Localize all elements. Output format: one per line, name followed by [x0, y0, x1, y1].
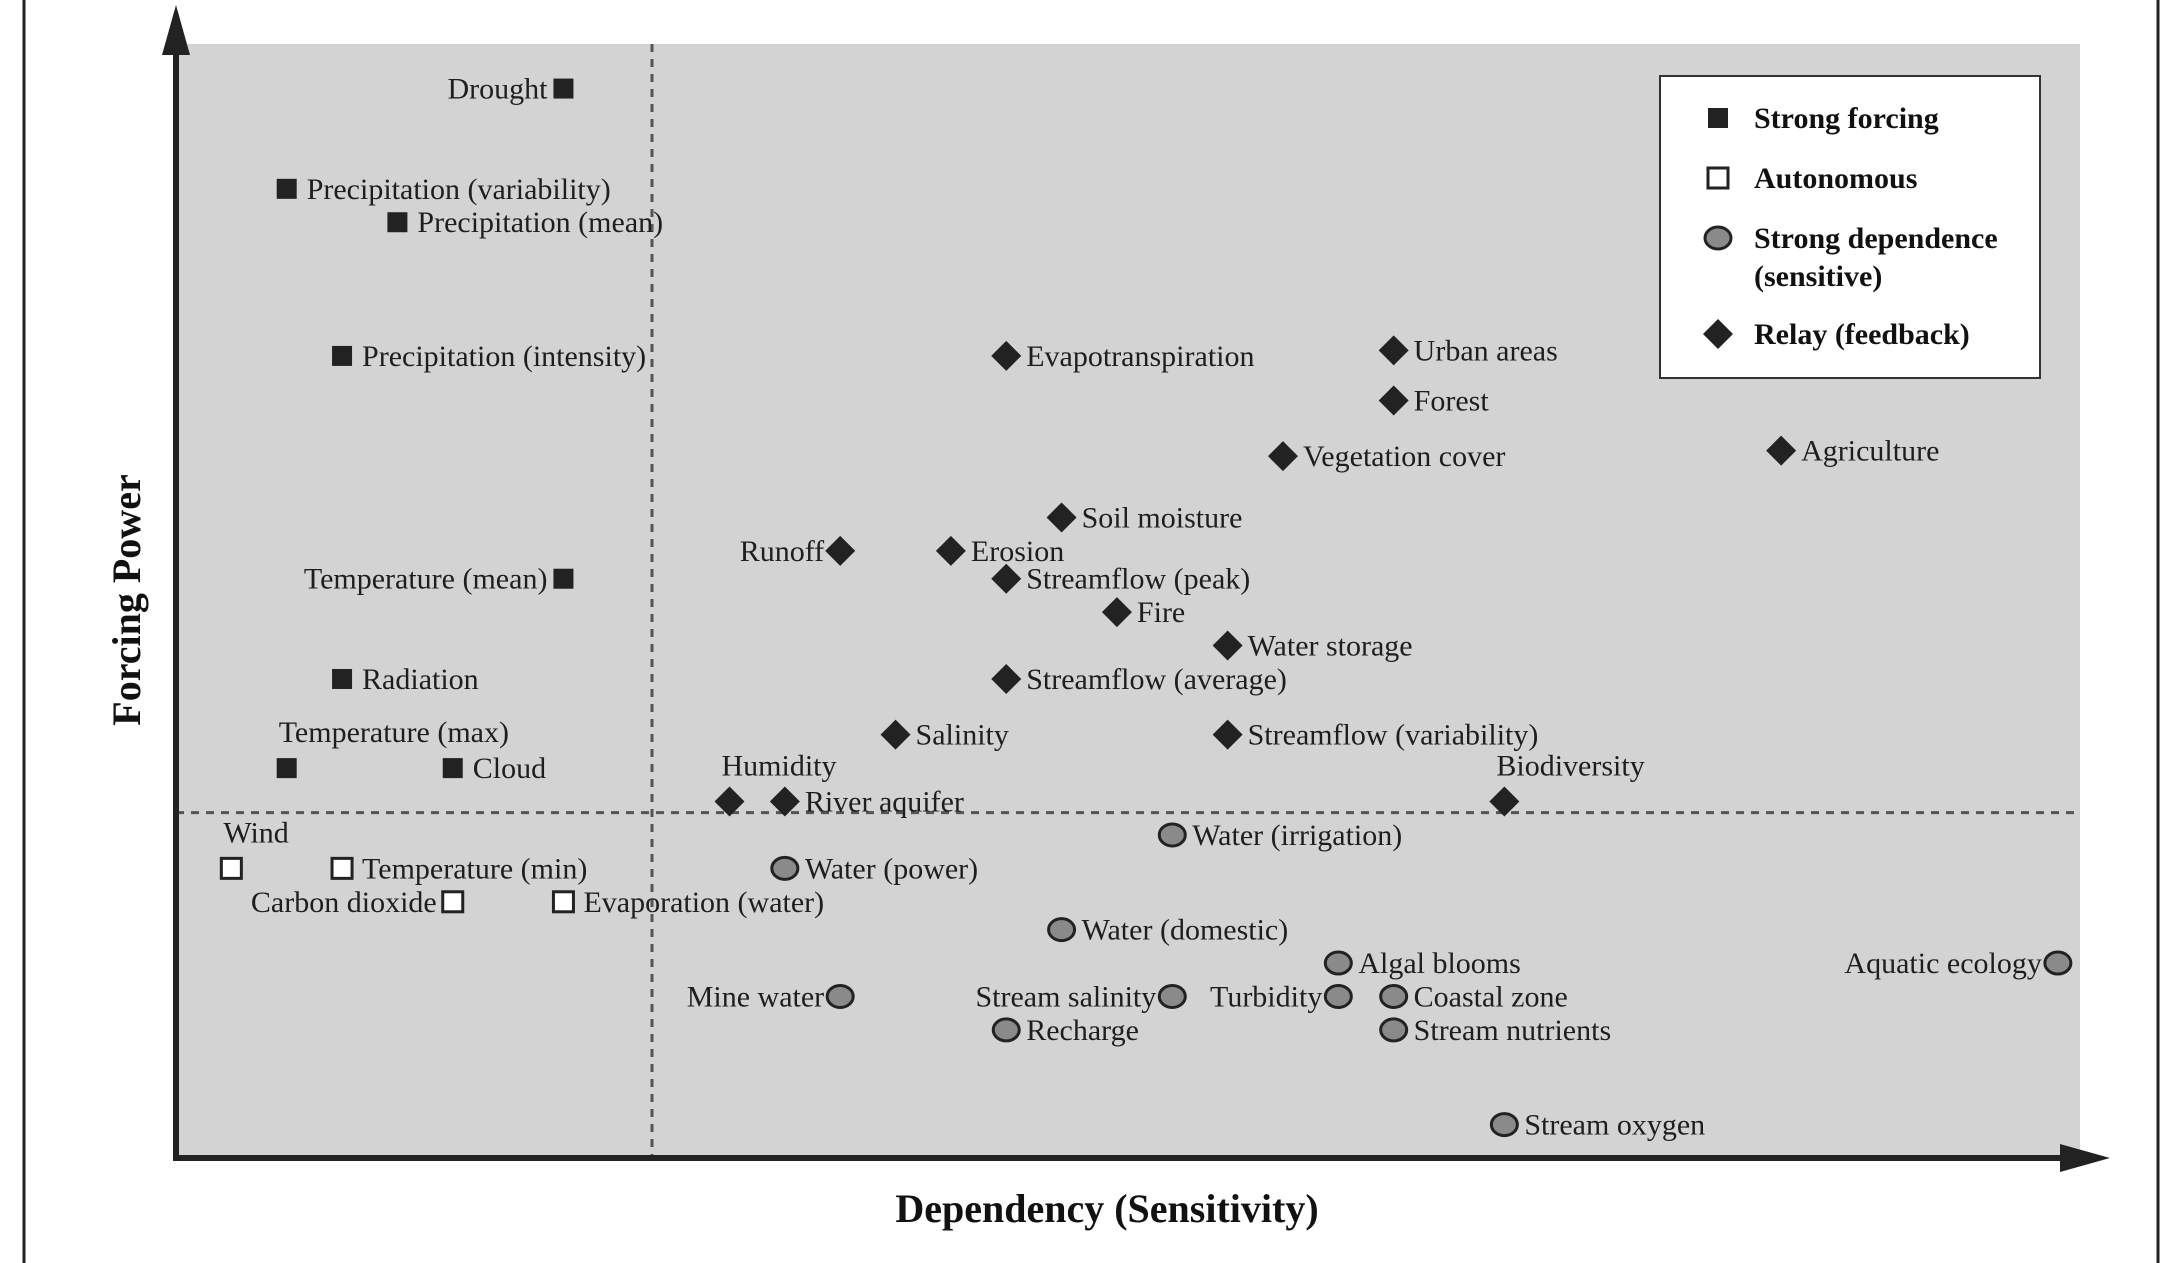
point-soil-moisture — [1046, 502, 1077, 533]
point-streamflow-average — [991, 663, 1022, 694]
point-label-precipitation-intensity: Precipitation (intensity) — [362, 340, 646, 373]
x-axis-arrowhead — [2060, 1144, 2110, 1172]
point-water-domestic — [1047, 917, 1077, 943]
point-streamflow-peak — [991, 563, 1022, 594]
point-forest — [1378, 385, 1409, 416]
point-label-coastal-zone: Coastal zone — [1414, 980, 1568, 1013]
point-label-recharge: Recharge — [1026, 1014, 1139, 1047]
point-label-water-storage: Water storage — [1248, 630, 1413, 663]
legend-label-strong-forcing: Strong forcing — [1754, 102, 1939, 135]
point-label-aquatic-ecology: Aquatic ecology — [1844, 947, 2041, 980]
point-label-fire: Fire — [1137, 596, 1185, 629]
point-water-irrigation — [1157, 822, 1187, 848]
point-river-aquifer — [769, 786, 800, 817]
point-label-erosion: Erosion — [971, 535, 1064, 568]
point-agriculture — [1766, 435, 1797, 466]
point-stream-oxygen — [1489, 1112, 1519, 1138]
legend-label-autonomous: Autonomous — [1754, 162, 1917, 195]
point-label-water-power: Water (power) — [805, 852, 978, 885]
point-cloud — [442, 758, 463, 779]
point-wind — [219, 856, 243, 880]
point-radiation — [332, 668, 353, 689]
point-temperature-min — [330, 856, 354, 880]
point-water-power — [770, 855, 800, 881]
point-carbon-dioxide — [441, 890, 465, 914]
point-label-streamflow-average: Streamflow (average) — [1026, 663, 1287, 696]
point-algal-blooms — [1323, 950, 1353, 976]
point-label-streamflow-peak: Streamflow (peak) — [1026, 563, 1250, 596]
point-erosion — [935, 535, 966, 566]
point-vegetation-cover — [1267, 441, 1298, 472]
point-label-agriculture: Agriculture — [1801, 435, 1939, 468]
point-label-drought: Drought — [447, 73, 548, 106]
point-stream-salinity — [1157, 983, 1187, 1009]
point-recharge — [991, 1017, 1021, 1043]
point-label-cloud: Cloud — [473, 752, 546, 785]
point-drought — [553, 78, 574, 99]
legend-label-relay: Relay (feedback) — [1754, 318, 1970, 351]
point-urban-areas — [1378, 335, 1409, 366]
point-label-vegetation-cover: Vegetation cover — [1303, 440, 1505, 473]
point-label-salinity: Salinity — [916, 719, 1009, 752]
legend: Strong forcing Autonomous Strong dependenc… — [1659, 75, 2041, 379]
point-fire — [1101, 597, 1132, 628]
point-label-water-irrigation: Water (irrigation) — [1192, 819, 1402, 852]
point-runoff — [825, 535, 856, 566]
point-label-mine-water: Mine water — [687, 980, 824, 1013]
point-label-stream-salinity: Stream salinity — [975, 980, 1156, 1013]
point-label-water-domestic: Water (domestic) — [1082, 914, 1289, 947]
point-label-precipitation-mean: Precipitation (mean) — [417, 206, 663, 239]
point-label-evapotranspiration: Evapotranspiration — [1026, 340, 1254, 373]
point-label-wind: Wind — [223, 816, 288, 849]
legend-marker-autonomous — [1706, 166, 1730, 190]
point-label-humidity: Humidity — [721, 750, 836, 783]
point-label-carbon-dioxide: Carbon dioxide — [251, 886, 437, 919]
legend-label-strong-dependence: Strong dependence — [1754, 222, 1998, 255]
point-label-forest: Forest — [1414, 384, 1490, 417]
y-axis-arrowhead — [162, 5, 190, 55]
legend-marker-strong-forcing — [1708, 108, 1728, 128]
point-label-stream-nutrients: Stream nutrients — [1414, 1014, 1611, 1047]
point-label-algal-blooms: Algal blooms — [1358, 947, 1521, 980]
point-precipitation-variability — [276, 178, 297, 199]
point-label-runoff: Runoff — [740, 535, 824, 568]
point-evaporation-water — [551, 890, 575, 914]
point-aquatic-ecology — [2043, 950, 2073, 976]
point-label-river-aquifer: River aquifer — [805, 786, 964, 819]
point-precipitation-intensity — [332, 345, 353, 366]
x-axis-title: Dependency (Sensitivity) — [895, 1186, 1318, 1231]
point-turbidity — [1323, 983, 1353, 1009]
point-label-precipitation-variability: Precipitation (variability) — [307, 173, 611, 206]
point-label-turbidity: Turbidity — [1210, 980, 1322, 1013]
point-biodiversity — [1489, 786, 1520, 817]
point-streamflow-variability — [1212, 719, 1243, 750]
point-temperature-mean — [553, 568, 574, 589]
point-label-temperature-max: Temperature (max) — [279, 716, 509, 749]
point-label-urban-areas: Urban areas — [1414, 334, 1558, 367]
point-coastal-zone — [1379, 983, 1409, 1009]
point-temperature-max — [276, 758, 297, 779]
point-evapotranspiration — [991, 340, 1022, 371]
point-label-streamflow-variability: Streamflow (variability) — [1248, 719, 1539, 752]
point-label-biodiversity: Biodiversity — [1496, 750, 1644, 783]
legend-label-strong-dependence-line2: (sensitive) — [1754, 260, 1882, 293]
point-precipitation-mean — [387, 212, 408, 233]
legend-marker-strong-dependence — [1703, 225, 1733, 251]
point-mine-water — [825, 983, 855, 1009]
point-label-stream-oxygen: Stream oxygen — [1524, 1109, 1705, 1142]
point-salinity — [880, 719, 911, 750]
point-label-temperature-min: Temperature (min) — [362, 852, 587, 885]
point-stream-nutrients — [1379, 1017, 1409, 1043]
legend-marker-relay — [1703, 319, 1733, 349]
point-label-evaporation-water: Evaporation (water) — [583, 886, 824, 919]
point-label-radiation: Radiation — [362, 663, 479, 696]
point-water-storage — [1212, 630, 1243, 661]
point-label-temperature-mean: Temperature (mean) — [304, 563, 548, 596]
point-humidity — [714, 786, 745, 817]
y-axis-title: Forcing Power — [104, 474, 149, 725]
point-label-soil-moisture: Soil moisture — [1082, 501, 1243, 534]
